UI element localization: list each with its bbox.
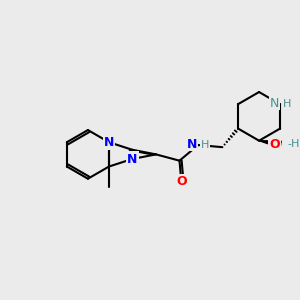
Text: N: N — [270, 97, 279, 110]
Text: -H: -H — [287, 140, 300, 149]
Text: O: O — [176, 175, 187, 188]
Text: H: H — [283, 99, 291, 109]
Text: O: O — [269, 138, 280, 151]
Polygon shape — [259, 141, 281, 148]
Text: H: H — [201, 140, 209, 150]
Text: N: N — [127, 152, 137, 166]
Text: N: N — [187, 138, 197, 151]
Text: N: N — [104, 136, 114, 149]
